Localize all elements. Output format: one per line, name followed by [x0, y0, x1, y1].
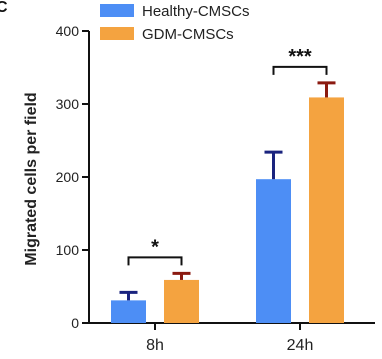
y-tick-label: 400 — [56, 23, 80, 39]
significance-bracket — [127, 256, 183, 266]
bar-gdm-8h — [164, 279, 199, 323]
y-tick-label: 100 — [56, 242, 80, 258]
significance-label: * — [151, 236, 159, 258]
bar-healthy-8h — [111, 300, 146, 323]
y-tick-label: 0 — [71, 315, 79, 331]
y-tick-label: 300 — [56, 96, 80, 112]
x-tick-label: 24h — [287, 337, 314, 354]
significance-group: **** — [127, 46, 328, 266]
bars-group — [111, 97, 344, 324]
bar-gdm-24h — [309, 97, 344, 324]
y-axis-title: Migrated cells per field — [23, 92, 40, 265]
panel-letter: C — [0, 0, 8, 16]
significance-bracket — [272, 65, 328, 75]
legend-label-gdm: GDM-CMSCs — [142, 26, 234, 43]
y-tick-label: 200 — [56, 169, 80, 185]
legend-swatch-gdm — [100, 27, 134, 40]
legend-label-healthy: Healthy-CMSCs — [142, 3, 250, 20]
bar-healthy-24h — [256, 179, 291, 323]
error-bars-group — [119, 81, 336, 301]
significance-label: *** — [288, 46, 312, 68]
legend: Healthy-CMSCs GDM-CMSCs — [100, 3, 250, 43]
x-tick-label: 8h — [146, 337, 164, 354]
legend-swatch-healthy — [100, 4, 134, 17]
